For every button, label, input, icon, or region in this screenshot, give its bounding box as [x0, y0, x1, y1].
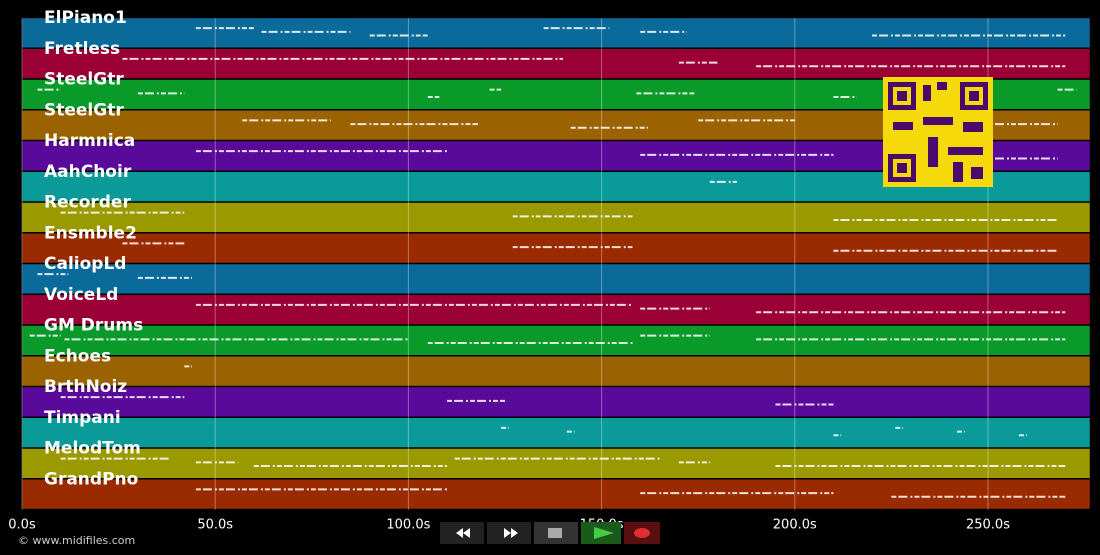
track-name: Timpani	[44, 408, 121, 428]
stop-button[interactable]	[534, 522, 578, 544]
copyright: © www.midifiles.com	[18, 534, 135, 547]
track-lane	[21, 325, 1091, 356]
track-lane	[21, 386, 1091, 417]
track-lane	[21, 417, 1091, 448]
record-button[interactable]	[624, 522, 660, 544]
track-name: MelodTom	[44, 439, 141, 459]
track-name: Fretless	[44, 39, 120, 59]
track-name: Echoes	[44, 346, 111, 366]
qr-code	[883, 77, 993, 187]
x-tick-label: 0.0s	[8, 518, 36, 533]
x-tick-label: 50.0s	[197, 518, 233, 533]
track-lane	[21, 448, 1091, 479]
track-name: SteelGtr	[44, 70, 124, 90]
x-tick-label: 100.0s	[386, 518, 430, 533]
x-tick-label: 200.0s	[773, 518, 817, 533]
track-lane	[21, 233, 1091, 264]
track-lane	[21, 48, 1091, 79]
track-name: Ensmble2	[44, 223, 137, 243]
track-lane	[21, 263, 1091, 294]
track-lane	[21, 356, 1091, 387]
track-lane	[21, 17, 1091, 48]
rewind-button[interactable]	[440, 522, 484, 544]
track-name: VoiceLd	[44, 285, 118, 305]
track-name: Harmnica	[44, 131, 135, 151]
controls	[440, 522, 660, 544]
track-name: BrthNoiz	[44, 377, 127, 397]
track-name: GrandPno	[44, 469, 138, 489]
track-lane	[21, 202, 1091, 233]
track-name: AahChoir	[44, 162, 132, 182]
x-tick-label: 250.0s	[966, 518, 1010, 533]
track-name: Recorder	[44, 193, 131, 213]
track-name: SteelGtr	[44, 100, 124, 120]
track-name: GM Drums	[44, 316, 143, 336]
play-button[interactable]	[581, 522, 621, 544]
track-name: ElPiano1	[44, 8, 127, 28]
track-lane	[21, 294, 1091, 325]
track-lane	[21, 479, 1091, 510]
forward-button[interactable]	[487, 522, 531, 544]
track-name: CaliopLd	[44, 254, 126, 274]
